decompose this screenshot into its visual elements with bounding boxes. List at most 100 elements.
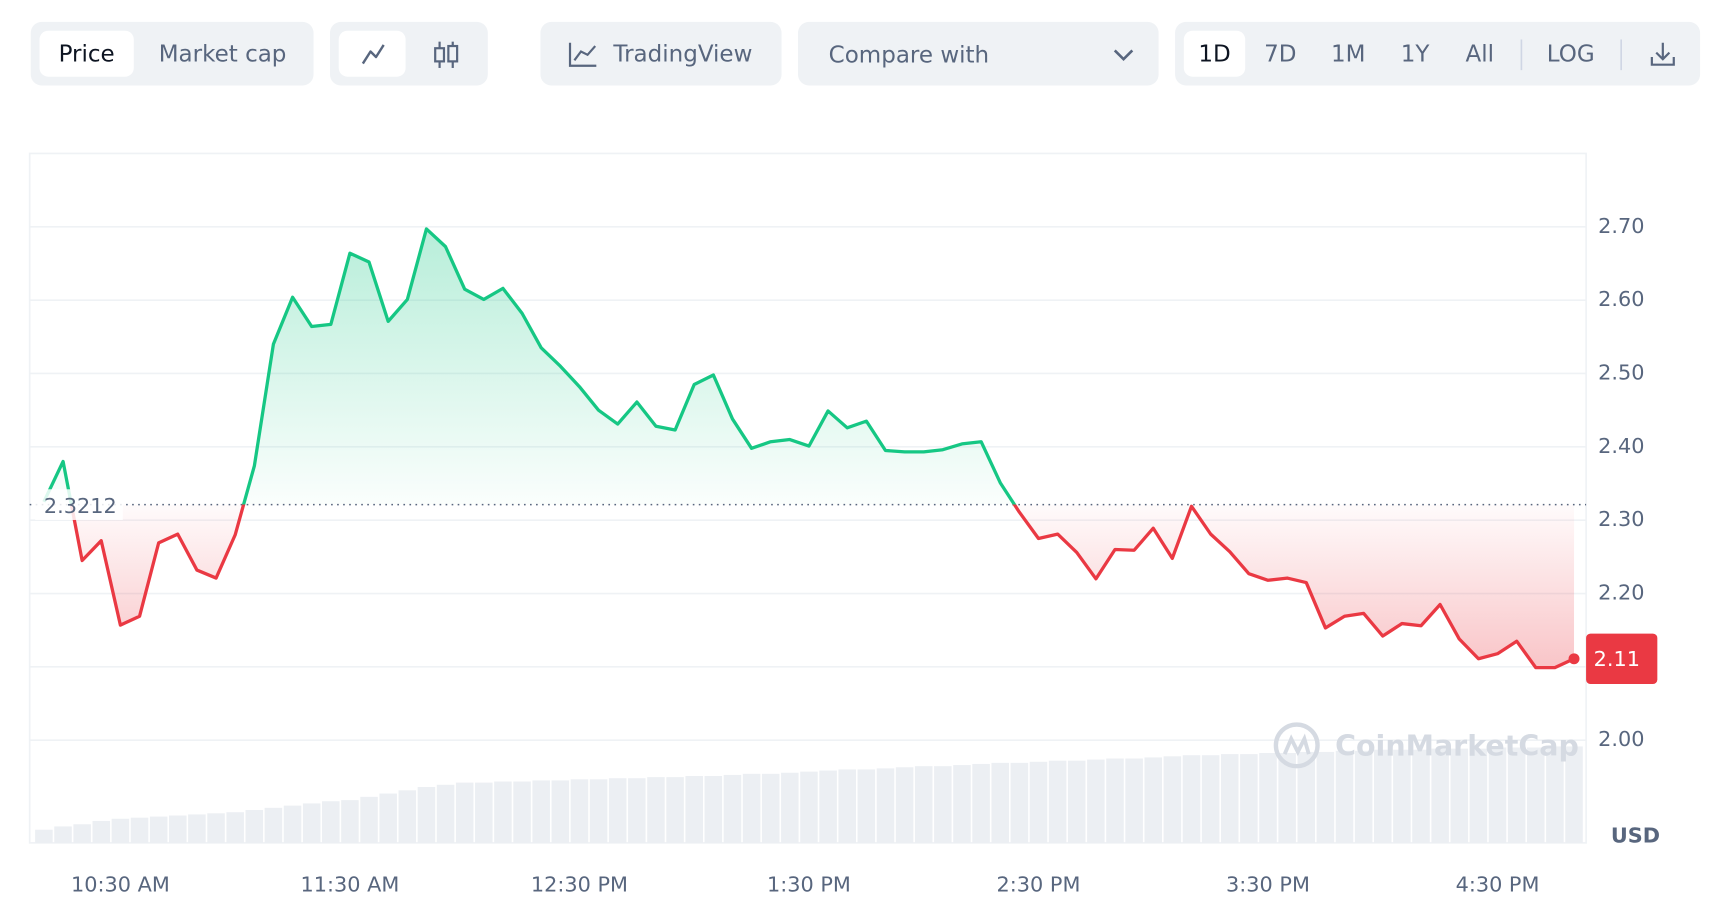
volume-bar [914, 766, 933, 843]
range-label[interactable]: 1Y [1401, 41, 1431, 67]
volume-bar [398, 790, 417, 843]
volume-bar [647, 777, 665, 843]
y-tick-label: 2.50 [1598, 360, 1644, 384]
volume-bar [972, 763, 990, 843]
volume-bar [1048, 760, 1067, 843]
volume-bar [1182, 755, 1201, 843]
market-cap-label[interactable]: Market cap [159, 41, 287, 67]
tradingview-icon [568, 42, 597, 67]
y-tick-label: 2.00 [1598, 727, 1644, 751]
volume-bar [1125, 758, 1143, 843]
volume-bar [1354, 750, 1373, 843]
volume-bar [475, 782, 493, 843]
volume-bar [130, 817, 149, 843]
volume-bar [283, 805, 302, 843]
range-group [1175, 21, 1701, 86]
volume-bar [934, 766, 952, 843]
volume-bar [551, 780, 570, 843]
x-tick-label: 10:30 AM [71, 873, 170, 897]
volume-bar [1297, 751, 1316, 843]
volume-bar [1278, 753, 1296, 843]
volume-bar [1565, 746, 1583, 843]
volume-bar [417, 786, 436, 843]
volume-bar [608, 778, 627, 843]
x-tick-label: 2:30 PM [997, 873, 1081, 897]
volume-bar [341, 800, 359, 843]
watermark-logo-mark [1282, 733, 1311, 757]
line-icon[interactable] [361, 44, 385, 65]
volume-bar [742, 773, 761, 843]
x-tick-label: 12:30 PM [531, 873, 628, 897]
y-unit: USD [1611, 823, 1660, 847]
price-area [43, 228, 1575, 668]
volume-bar [704, 776, 723, 843]
y-tick-label: 2.30 [1598, 507, 1644, 531]
y-tick-label: 2.70 [1598, 214, 1644, 238]
volume-bar [1469, 748, 1488, 843]
volume-bar [1450, 748, 1469, 843]
volume-bar [111, 818, 130, 843]
volume-bar [1201, 755, 1220, 843]
tradingview-icon-line [573, 45, 597, 61]
range-label[interactable]: 7D [1264, 41, 1296, 67]
chevron[interactable] [1113, 49, 1134, 62]
volume-bar [207, 813, 225, 843]
compare-label[interactable]: Compare with [829, 42, 989, 68]
volume-bar [1220, 754, 1239, 843]
candle-icon[interactable] [434, 41, 459, 68]
last-price-label: 2.11 [1594, 647, 1640, 671]
volume-bar [953, 765, 971, 843]
log-label[interactable]: LOG [1547, 41, 1595, 67]
volume-bar [1546, 746, 1564, 843]
volume-bar [838, 769, 856, 843]
volume-bar [302, 803, 321, 843]
volume-bar [1087, 759, 1105, 843]
volume-bar [322, 801, 340, 843]
volume-bar [513, 781, 531, 843]
x-tick-label: 3:30 PM [1226, 873, 1310, 897]
last-point [1568, 653, 1580, 665]
volume-bar [149, 816, 168, 843]
price-button[interactable] [39, 30, 134, 77]
volume-bar [1240, 754, 1258, 843]
volume-bar [723, 774, 742, 843]
volume-bar [589, 779, 608, 843]
tradingview-button[interactable] [540, 21, 782, 86]
volume-bar [264, 807, 283, 843]
toolbar: Price Market cap TradingView Compare wit… [30, 21, 1701, 86]
x-tick-label: 11:30 AM [301, 873, 400, 897]
watermark: CoinMarketCap [1273, 722, 1579, 769]
tradingview-label[interactable]: TradingView [612, 41, 752, 67]
volume-bar [685, 776, 703, 843]
volume-bar [1507, 747, 1526, 843]
range-label[interactable]: 1M [1331, 41, 1365, 67]
range-label[interactable]: All [1466, 41, 1495, 67]
volume-bar [35, 829, 53, 843]
range-1d-button[interactable] [1183, 30, 1246, 77]
download-icon[interactable] [1650, 42, 1675, 66]
compare-dropdown[interactable] [798, 21, 1159, 86]
x-tick-label: 4:30 PM [1456, 873, 1540, 897]
price-label[interactable]: Price [59, 41, 115, 67]
volume-bar [54, 826, 72, 843]
y-tick-label: 2.40 [1598, 434, 1644, 458]
last-price-badge [1586, 633, 1658, 685]
volume-bar [73, 824, 91, 843]
volume-bar [1393, 749, 1411, 843]
y-tick-label: 2.20 [1598, 581, 1644, 605]
volume-bar [761, 773, 780, 843]
volume-bar [819, 770, 837, 843]
volume-bar [1527, 747, 1545, 843]
volume-bar [895, 767, 914, 843]
volume-bar [226, 812, 244, 843]
range-label[interactable]: 1D [1198, 41, 1230, 67]
volume-bar [1431, 748, 1449, 843]
volume-bar [92, 820, 111, 843]
volume-bar [188, 814, 206, 843]
volume-bar [1373, 749, 1392, 843]
volume-bar [379, 793, 397, 843]
volume-bar [876, 768, 895, 843]
volume-bar [245, 810, 264, 843]
volume-bar [1335, 750, 1354, 843]
